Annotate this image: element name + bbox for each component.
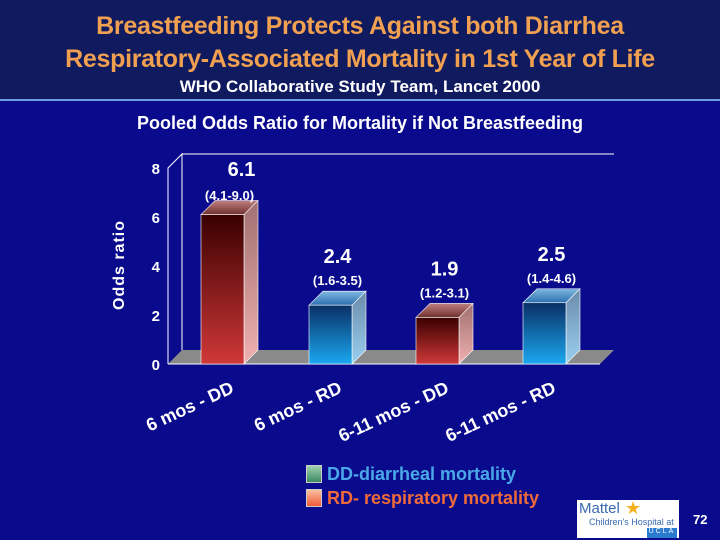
bar [308, 290, 367, 365]
hospital-logo: Mattel ★ Children's Hospital at UCLA [577, 498, 679, 538]
y-tick-label: 0 [152, 357, 160, 374]
star-icon: ★ [625, 498, 642, 518]
y-tick-label: 6 [152, 210, 160, 227]
value-label: 2.5 [538, 244, 566, 266]
legend-swatch [306, 465, 322, 483]
ci-label: (1.6-3.5) [313, 273, 362, 288]
legend-label: RD- respiratory mortality [327, 487, 540, 508]
chart-title: Pooled Odds Ratio for Mortality if Not B… [136, 113, 584, 133]
bar-side [243, 199, 259, 365]
logo-subtext: Children's Hospital at [589, 517, 674, 527]
ci-label: (1.2-3.1) [420, 285, 469, 300]
x-tick-label: 6-11 mos - RD [442, 377, 558, 445]
title-line-1: Breastfeeding Protects Against both Diar… [96, 12, 624, 40]
header-band [0, 0, 720, 100]
page-number: 72 [693, 512, 708, 527]
value-label: 1.9 [431, 258, 459, 280]
value-label: 6.1 [228, 159, 256, 181]
bar-front [522, 302, 567, 365]
y-tick-label: 4 [152, 259, 161, 276]
bar-front [200, 214, 245, 365]
legend-label: DD-diarrheal mortality [327, 463, 517, 484]
legend-item-dd: DD-diarrheal mortality [306, 462, 539, 486]
legend-swatch [306, 489, 322, 507]
bar-front [415, 317, 460, 365]
chart-floor [168, 350, 614, 364]
source-citation: WHO Collaborative Study Team, Lancet 200… [179, 77, 541, 96]
left-wall [167, 152, 183, 364]
x-tick-label: 6 mos - DD [143, 377, 237, 435]
x-tick-label: 6-11 mos - DD [335, 377, 451, 445]
bar [200, 199, 259, 365]
logo-ucla: UCLA [647, 528, 677, 538]
header-divider [0, 99, 720, 101]
y-tick-label: 2 [152, 308, 160, 325]
value-label: 2.4 [324, 246, 353, 268]
y-tick-label: 8 [152, 161, 160, 178]
title-line-2: Respiratory-Associated Mortality in 1st … [65, 45, 655, 73]
logo-text: Mattel [579, 500, 620, 517]
ci-label: (1.4-4.6) [527, 271, 576, 286]
legend-item-rd: RD- respiratory mortality [306, 486, 539, 510]
legend: DD-diarrheal mortality RD- respiratory m… [306, 462, 539, 510]
x-tick-label: 6 mos - RD [251, 377, 345, 435]
y-axis-label: Odds ratio [111, 220, 128, 310]
ci-label: (4.1-9.0) [205, 188, 254, 203]
bar [522, 288, 581, 365]
bar [415, 302, 474, 365]
bar-front [308, 304, 353, 365]
